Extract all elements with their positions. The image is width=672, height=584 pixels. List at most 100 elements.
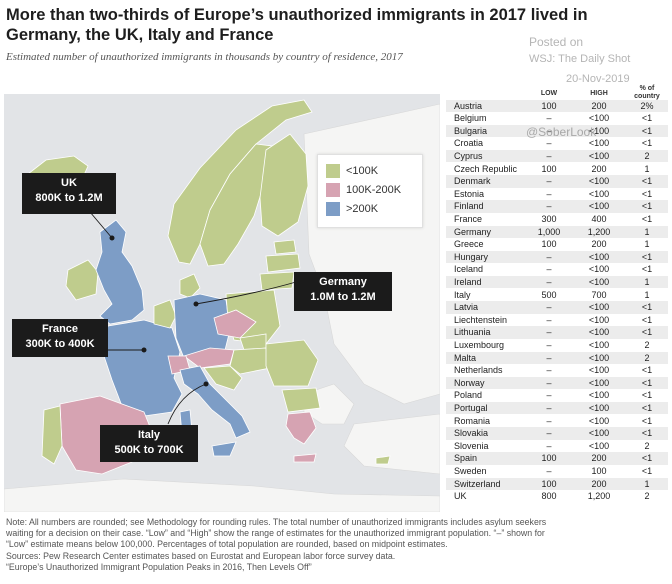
cell-high: 200 xyxy=(591,478,607,489)
cell-country: Slovenia xyxy=(454,440,489,451)
cell-pct: 2 xyxy=(644,150,650,161)
land-turkey xyxy=(343,413,440,475)
cell-high: 400 xyxy=(591,213,607,224)
cell-pct: <1 xyxy=(641,138,653,149)
cell-pct: <1 xyxy=(641,213,653,224)
cell-low: – xyxy=(546,365,552,376)
cell-high: <100 xyxy=(588,138,610,149)
cell-country: Belgium xyxy=(454,113,487,124)
cell-low: – xyxy=(546,150,552,161)
cell-low: – xyxy=(546,402,552,413)
country-greece-crete xyxy=(293,453,317,463)
header-low: LOW xyxy=(540,90,558,97)
callout-france: France 300K to 400K xyxy=(12,319,108,357)
cell-country: Greece xyxy=(454,239,484,250)
country-italy xyxy=(179,365,251,439)
cell-country: Romania xyxy=(454,415,491,426)
cell-low: – xyxy=(546,390,552,401)
cell-low: – xyxy=(546,302,552,313)
cell-high: <100 xyxy=(588,302,610,313)
cell-high: <100 xyxy=(588,188,610,199)
cell-low: – xyxy=(546,428,552,439)
cell-low: 1,000 xyxy=(537,226,561,237)
table-row: Belgium – <100 <1 xyxy=(446,112,668,125)
cell-low: – xyxy=(546,125,552,136)
cell-low: – xyxy=(546,327,552,338)
cell-low: – xyxy=(546,276,552,287)
cell-country: Lithuania xyxy=(454,327,491,338)
legend-label-mid: 100K-200K xyxy=(346,184,402,196)
country-lithuania xyxy=(259,271,295,291)
cell-pct: <1 xyxy=(641,125,653,136)
table-row: Hungary – <100 <1 xyxy=(446,250,668,264)
cell-low: 300 xyxy=(541,213,557,224)
cell-pct: <1 xyxy=(641,390,653,401)
report-title-line: “Europe’s Unauthorized Immigrant Populat… xyxy=(6,561,312,572)
cell-high: <100 xyxy=(588,440,610,451)
cell-low: – xyxy=(546,251,552,262)
chart-subtitle: Estimated number of unauthorized immigra… xyxy=(6,51,403,63)
header-high: HIGH xyxy=(590,90,608,97)
cell-country: Slovakia xyxy=(454,428,489,439)
cell-low: 100 xyxy=(541,453,557,464)
cell-country: Finland xyxy=(454,201,484,212)
cell-low: 500 xyxy=(541,289,557,300)
cell-country: Bulgaria xyxy=(454,125,488,136)
cell-country: Switzerland xyxy=(454,478,501,489)
footnotes: Note: All numbers are rounded; see Metho… xyxy=(6,517,666,573)
country-bulgaria xyxy=(281,387,321,413)
table-row: Netherlands – <100 <1 xyxy=(446,364,668,377)
cell-pct: <1 xyxy=(641,365,653,376)
table-row: Slovenia – <100 2 xyxy=(446,440,668,453)
legend-item-high: >200K xyxy=(326,201,378,217)
country-estonia xyxy=(273,239,297,255)
cell-pct: <1 xyxy=(641,302,653,313)
cell-low: – xyxy=(546,201,552,212)
table-row: Italy 500 700 1 xyxy=(446,289,668,302)
cell-country: Iceland xyxy=(454,264,484,275)
cell-country: Norway xyxy=(454,377,485,388)
country-uk xyxy=(95,219,145,325)
cell-high: <100 xyxy=(588,390,610,401)
cell-country: Spain xyxy=(454,453,478,464)
cell-low: – xyxy=(546,138,552,149)
cell-high: <100 xyxy=(588,365,610,376)
cell-country: Poland xyxy=(454,390,483,401)
table-row: Ireland – <100 1 xyxy=(446,275,668,289)
cell-high: <100 xyxy=(588,113,610,124)
cell-pct: <1 xyxy=(641,453,653,464)
cell-low: 100 xyxy=(541,239,557,250)
cell-country: Austria xyxy=(454,100,483,111)
table-row: Latvia – <100 <1 xyxy=(446,301,668,314)
cell-country: UK xyxy=(454,491,467,502)
callout-france-range: 300K to 400K xyxy=(25,338,95,350)
country-czechia xyxy=(213,309,257,339)
cell-high: <100 xyxy=(588,402,610,413)
table-row: Finland – <100 <1 xyxy=(446,200,668,213)
note-line: “Low” estimate means below 100,000. Perc… xyxy=(6,539,448,550)
table-row: Switzerland 100 200 1 xyxy=(446,477,668,491)
cell-country: Portugal xyxy=(454,402,488,413)
cell-pct: <1 xyxy=(641,201,653,212)
callout-italy-range: 500K to 700K xyxy=(114,444,184,456)
country-portugal xyxy=(41,405,63,465)
cell-high: <100 xyxy=(588,352,610,363)
cell-high: <100 xyxy=(588,339,610,350)
table-row: Sweden – 100 <1 xyxy=(446,465,668,478)
cell-pct: <1 xyxy=(641,377,653,388)
legend-item-low: <100K xyxy=(326,163,378,179)
cell-pct: 1 xyxy=(644,276,650,287)
cell-country: Estonia xyxy=(454,188,485,199)
cell-pct: <1 xyxy=(641,402,653,413)
country-greece xyxy=(285,411,317,445)
cell-country: Netherlands xyxy=(454,365,503,376)
table-row: Greece 100 200 1 xyxy=(446,238,668,251)
cell-pct: <1 xyxy=(641,188,653,199)
cell-country: Czech Republic xyxy=(454,163,518,174)
cell-pct: <1 xyxy=(641,264,653,275)
country-italy-sicily xyxy=(211,441,237,457)
cell-low: – xyxy=(546,314,552,325)
cell-country: France xyxy=(454,213,483,224)
cell-high: <100 xyxy=(588,314,610,325)
table-row: Austria 100 200 2% xyxy=(446,99,668,113)
